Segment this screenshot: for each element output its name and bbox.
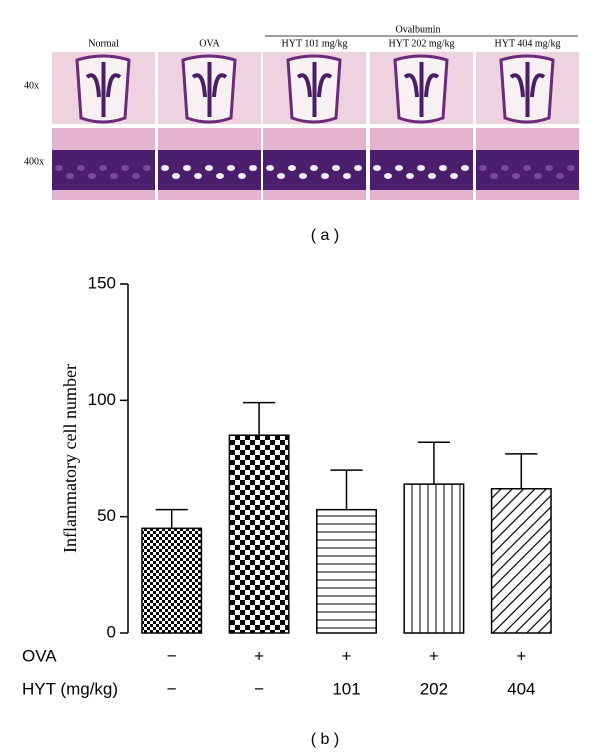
goblet-cell <box>461 165 469 171</box>
septum <box>403 62 440 117</box>
column-label: HYT 404 mg/kg <box>495 38 561 49</box>
goblet-cell <box>132 173 140 179</box>
condition-value: − <box>254 679 264 698</box>
septum <box>296 62 333 117</box>
goblet-cell <box>354 165 362 171</box>
goblet-cell <box>384 173 392 179</box>
goblet-cell <box>567 165 575 171</box>
y-tick-label: 50 <box>97 506 116 525</box>
y-tick-label: 0 <box>107 622 116 641</box>
panel-a: Ovalbumin <box>265 24 578 37</box>
condition-value: + <box>429 646 439 665</box>
bar <box>228 434 290 634</box>
condition-label: HYT (mg/kg) <box>22 679 118 698</box>
condition-value: + <box>254 646 264 665</box>
goblet-cell <box>266 165 274 171</box>
goblet-cell <box>288 165 296 171</box>
goblet-cell <box>439 165 447 171</box>
goblet-cell <box>99 165 107 171</box>
column-label: HYT 202 mg/kg <box>389 38 455 49</box>
goblet-cell <box>479 165 487 171</box>
column-label: Normal <box>88 38 119 49</box>
goblet-cell <box>299 173 307 179</box>
goblet-cell <box>417 165 425 171</box>
goblet-cell <box>343 173 351 179</box>
goblet-cell <box>545 165 553 171</box>
goblet-cell <box>194 173 202 179</box>
condition-value: 404 <box>507 679 535 698</box>
goblet-cell <box>501 165 509 171</box>
goblet-cell <box>490 173 498 179</box>
row-label: 40x <box>24 80 39 91</box>
goblet-cell <box>310 165 318 171</box>
bar <box>403 483 465 634</box>
y-tick-label: 150 <box>88 273 116 292</box>
y-tick-label: 100 <box>88 390 116 409</box>
caption-b: ( b ) <box>311 731 339 748</box>
goblet-cell <box>406 173 414 179</box>
septum <box>509 62 546 117</box>
condition-value: − <box>167 646 177 665</box>
septum <box>191 62 228 117</box>
goblet-cell <box>143 165 151 171</box>
condition-value: 101 <box>332 679 360 698</box>
condition-value: + <box>516 646 526 665</box>
goblet-cell <box>161 165 169 171</box>
goblet-cell <box>523 165 531 171</box>
goblet-cell <box>183 165 191 171</box>
bar <box>490 487 552 634</box>
goblet-cell <box>227 165 235 171</box>
goblet-cell <box>395 165 403 171</box>
goblet-cell <box>55 165 63 171</box>
caption-a: ( a ) <box>311 227 339 244</box>
septum <box>85 62 122 117</box>
row-label: 400x <box>24 156 44 167</box>
goblet-cell <box>205 165 213 171</box>
goblet-cell <box>66 173 74 179</box>
goblet-cell <box>450 173 458 179</box>
condition-label: OVA <box>22 646 57 665</box>
goblet-cell <box>373 165 381 171</box>
column-label: HYT 101 mg/kg <box>282 38 348 49</box>
column-label: OVA <box>199 38 220 49</box>
condition-value: − <box>167 679 177 698</box>
group-label: Ovalbumin <box>396 24 441 35</box>
condition-value: + <box>342 646 352 665</box>
bar <box>316 508 377 634</box>
goblet-cell <box>556 173 564 179</box>
goblet-cell <box>121 165 129 171</box>
goblet-cell <box>321 173 329 179</box>
goblet-cell <box>277 173 285 179</box>
goblet-cell <box>88 173 96 179</box>
goblet-cell <box>216 173 224 179</box>
y-axis-label: Inflammatory cell number <box>60 364 80 553</box>
goblet-cell <box>512 173 520 179</box>
goblet-cell <box>77 165 85 171</box>
goblet-cell <box>249 165 257 171</box>
goblet-cell <box>238 173 246 179</box>
condition-value: 202 <box>420 679 448 698</box>
goblet-cell <box>332 165 340 171</box>
goblet-cell <box>534 173 542 179</box>
goblet-cell <box>428 173 436 179</box>
goblet-cell <box>172 173 180 179</box>
goblet-cell <box>110 173 118 179</box>
bar <box>141 527 203 634</box>
